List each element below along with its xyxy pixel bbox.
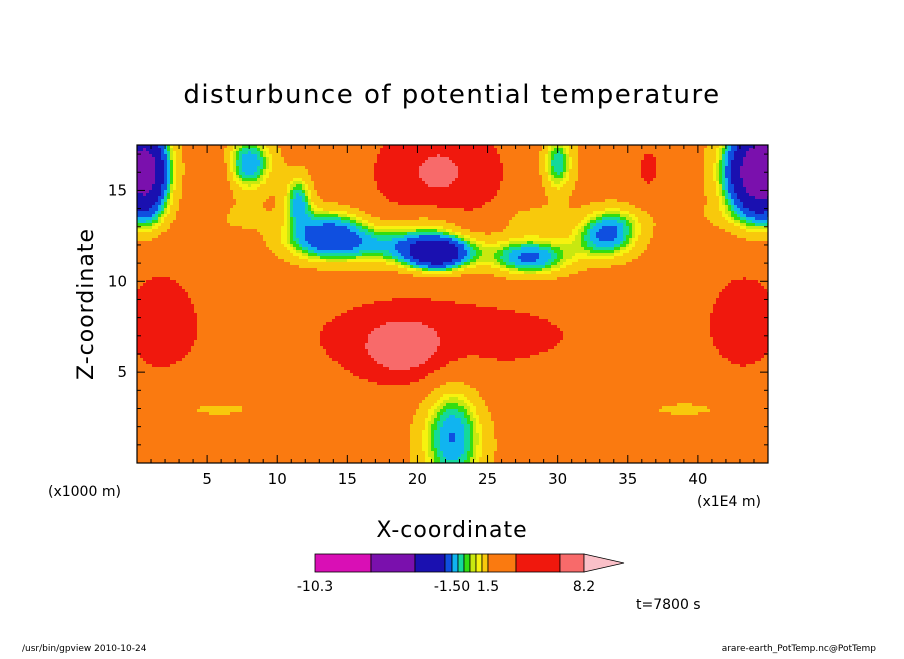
- colorbar-label: 8.2: [573, 579, 595, 595]
- colorbar-label: 1.5: [477, 579, 499, 595]
- x-tick-label: 15: [338, 470, 357, 488]
- x-tick-label: 25: [478, 470, 497, 488]
- x-tick-label: 35: [618, 470, 637, 488]
- colorbar-segment: [476, 554, 482, 572]
- colorbar-segment: [445, 554, 452, 572]
- colorbar-label: -1.50: [434, 579, 470, 595]
- colorbar-labels: -10.3 -1.50 1.5 8.2: [297, 579, 595, 595]
- colorbar-label: -10.3: [297, 579, 333, 595]
- colorbar-segment: [482, 554, 488, 572]
- colorbar-segment: [371, 554, 415, 572]
- colorbar-segment: [516, 554, 560, 572]
- y-tick-label: 5: [117, 363, 127, 381]
- colorbar-segment: [415, 554, 445, 572]
- z-unit-label: (x1000 m): [48, 484, 121, 500]
- time-label: t=7800 s: [636, 597, 701, 613]
- y-tick-label: 10: [108, 272, 127, 290]
- colorbar-segment: [452, 554, 458, 572]
- colorbar-segment: [315, 554, 371, 572]
- colorbar: [315, 554, 624, 572]
- x-tick-label: 40: [688, 470, 707, 488]
- chart-title: disturbunce of potential temperature: [183, 80, 720, 110]
- x-tick-label: 5: [202, 470, 212, 488]
- footer-left: /usr/bin/gpview 2010-10-24: [22, 644, 147, 654]
- colorbar-segment: [458, 554, 464, 572]
- potential-temperature-field: [137, 145, 770, 463]
- x-tick-label: 30: [548, 470, 567, 488]
- x-tick-label: 10: [268, 470, 287, 488]
- y-tick-label: 15: [108, 181, 127, 199]
- colorbar-segment: [560, 554, 584, 572]
- x-axis-label: X-coordinate: [376, 518, 527, 543]
- colorbar-segment: [488, 554, 516, 572]
- footer-right: arare-earth_PotTemp.nc@PotTemp: [722, 644, 877, 654]
- colorbar-segment: [470, 554, 476, 572]
- colorbar-segment: [464, 554, 470, 572]
- colorbar-extension: [584, 554, 624, 572]
- x-tick-label: 20: [408, 470, 427, 488]
- x-unit-label: (x1E4 m): [697, 494, 761, 510]
- y-axis-label: Z-coordinate: [74, 228, 99, 380]
